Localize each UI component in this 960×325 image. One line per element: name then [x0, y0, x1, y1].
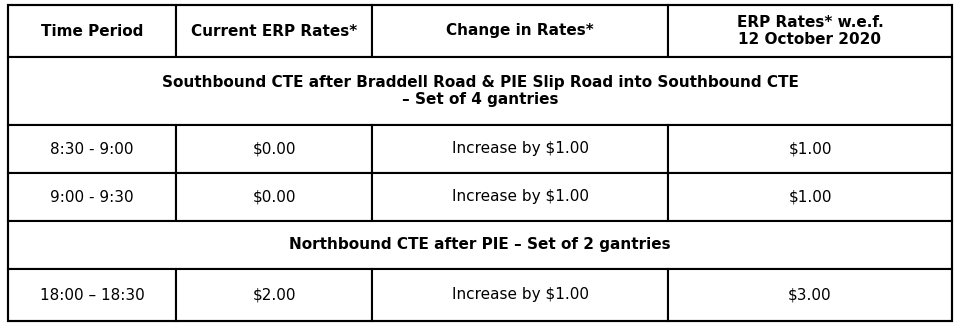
Text: 9:00 - 9:30: 9:00 - 9:30	[50, 189, 133, 204]
Bar	[176, 269, 372, 321]
Text: 8:30 - 9:00: 8:30 - 9:00	[50, 141, 133, 157]
Text: ERP Rates* w.e.f.
12 October 2020: ERP Rates* w.e.f. 12 October 2020	[736, 15, 883, 47]
Text: $0.00: $0.00	[252, 189, 296, 204]
Text: $3.00: $3.00	[788, 288, 831, 303]
Text: $1.00: $1.00	[788, 141, 831, 157]
Text: Change in Rates*: Change in Rates*	[446, 23, 594, 38]
Text: Northbound CTE after PIE – Set of 2 gantries: Northbound CTE after PIE – Set of 2 gant…	[289, 238, 671, 253]
Bar	[8, 125, 176, 173]
Bar	[8, 57, 952, 125]
Bar	[372, 5, 668, 57]
Text: Increase by $1.00: Increase by $1.00	[451, 189, 588, 204]
Text: Current ERP Rates*: Current ERP Rates*	[191, 23, 357, 38]
Text: Increase by $1.00: Increase by $1.00	[451, 141, 588, 157]
Bar	[176, 5, 372, 57]
Bar	[8, 221, 952, 269]
Text: $0.00: $0.00	[252, 141, 296, 157]
Bar	[668, 269, 952, 321]
Bar	[8, 173, 176, 221]
Bar	[372, 173, 668, 221]
Bar	[668, 125, 952, 173]
Bar	[372, 269, 668, 321]
Bar	[176, 173, 372, 221]
Text: Southbound CTE after Braddell Road & PIE Slip Road into Southbound CTE
– Set of : Southbound CTE after Braddell Road & PIE…	[161, 75, 799, 107]
Bar	[8, 5, 176, 57]
Text: $1.00: $1.00	[788, 189, 831, 204]
Bar	[8, 269, 176, 321]
Text: Time Period: Time Period	[41, 23, 143, 38]
Bar	[668, 173, 952, 221]
Text: 18:00 – 18:30: 18:00 – 18:30	[39, 288, 144, 303]
Bar	[372, 125, 668, 173]
Bar	[668, 5, 952, 57]
Text: $2.00: $2.00	[252, 288, 296, 303]
Bar	[176, 125, 372, 173]
Text: Increase by $1.00: Increase by $1.00	[451, 288, 588, 303]
